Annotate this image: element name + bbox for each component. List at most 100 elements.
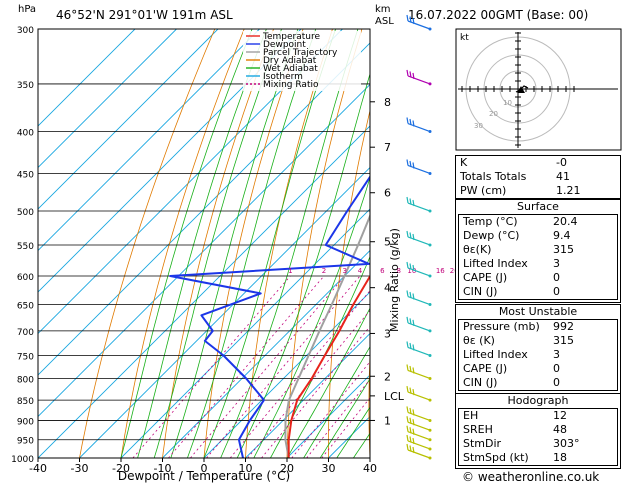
copyright-footer: © weatheronline.co.uk — [462, 470, 600, 484]
isotherm-line — [162, 249, 370, 458]
km-tick-label: 5 — [384, 236, 391, 249]
isotherm-line — [203, 291, 370, 458]
surface-title: Surface — [517, 200, 559, 213]
wind-barb-staff — [407, 440, 431, 450]
legend-label-3: Dry Adiabat — [263, 56, 317, 66]
wind-barb-staff — [407, 346, 431, 357]
surface-row-li: Lifted Index 3 — [463, 257, 560, 270]
dewpoint-line — [169, 175, 370, 458]
wind-barb-dot — [428, 82, 432, 86]
wind-barb-dot — [428, 376, 432, 380]
hodograph: kt 10 20 30 — [455, 28, 622, 151]
hodograph-table-title: Hodograph — [507, 394, 569, 407]
datetime-title: 16.07.2022 00GMT (Base: 00) — [408, 8, 589, 22]
pressure-tick-label-1000: 1000 — [11, 455, 34, 465]
wind-barb-dot — [428, 428, 432, 432]
km-tick-label: 1 — [384, 414, 391, 427]
wind-barb-staff — [407, 20, 431, 30]
pressure-tick-label-700: 700 — [17, 328, 34, 338]
wind-barb-staff — [407, 202, 431, 212]
wind-barb-flag — [406, 364, 409, 371]
wind-barb-flag — [412, 162, 415, 169]
x-tick-label: -20 — [112, 462, 130, 475]
wind-barb-staff — [407, 295, 431, 306]
km-tick-label: 7 — [384, 141, 391, 154]
mixing-ratio-label-3: 3 — [343, 267, 347, 275]
wind-barb-flag — [406, 385, 409, 393]
km-tick-label: 8 — [384, 96, 391, 109]
mixing-ratio-line-10 — [261, 325, 370, 458]
wind-barb-flag — [412, 264, 415, 272]
x-tick-label: 30 — [322, 462, 336, 475]
axes: 3003504004505005506006507007508008509009… — [11, 26, 377, 475]
pressure-tick-label-650: 650 — [17, 302, 34, 312]
wind-barb-flag — [409, 198, 412, 205]
pressure-tick-label-550: 550 — [17, 242, 34, 252]
wind-barb-flag — [409, 71, 412, 78]
wind-barb-flag — [406, 261, 409, 269]
wind-barb-flag — [409, 365, 412, 373]
wind-barb-flag — [406, 416, 409, 423]
wind-barb-flag — [412, 293, 415, 300]
surface-row-thetae: θε(K) 315 — [463, 243, 574, 256]
surface-row-temp: Temp (°C) 20.4 — [463, 215, 578, 228]
wind-barb-dot — [428, 274, 432, 278]
wind-barb-flag — [409, 445, 412, 452]
wind-barb-flag — [409, 318, 412, 325]
wind-barb-flag — [412, 319, 415, 327]
wind-barb-staff — [407, 236, 431, 246]
mixing-ratio-label-4: 4 — [358, 267, 363, 275]
mixing-ratio-label-2: 2 — [322, 267, 326, 275]
wind-barb-staff — [407, 391, 431, 401]
hodo-row-sreh: SREH 48 — [463, 423, 567, 436]
mixing-ratio-label-8: 8 — [397, 267, 401, 275]
km-tick-label: LCL — [384, 390, 405, 403]
isotherm-line — [38, 29, 343, 335]
km-tick-label: 2 — [384, 370, 391, 383]
surface-row-cape: CAPE (J) 0 — [463, 271, 560, 284]
wet-adiabat-line — [303, 345, 370, 458]
dry-adiabat-line — [162, 29, 274, 458]
dry-adiabat-line — [621, 29, 629, 458]
wind-barb-flag — [412, 437, 415, 445]
isotherm-line — [245, 332, 370, 458]
wind-barb-flag — [406, 14, 409, 22]
wind-barb-dot — [428, 418, 432, 422]
wind-barb-dot — [428, 171, 432, 175]
mu-row-li: Lifted Index 3 — [463, 348, 560, 361]
wind-barb-dot — [428, 456, 432, 460]
wind-barb-staff — [407, 431, 431, 441]
dry-adiabat-line — [286, 29, 363, 458]
hodograph-unit-label: kt — [460, 33, 469, 43]
wind-barb-staff — [407, 267, 431, 277]
x-axis-label: Dewpoint / Temperature (°C) — [118, 469, 290, 483]
surface-row-dewp: Dewp (°C) 9.4 — [463, 229, 571, 242]
wind-barb-flag — [409, 387, 412, 394]
km-tick-label: 3 — [384, 327, 391, 340]
legend-label-2: Parcel Trajectory — [263, 48, 338, 58]
x-tick-label: 0 — [201, 462, 208, 475]
mixing-ratio-label-20: 20 — [450, 267, 459, 275]
mixing-ratio-line-16 — [291, 361, 370, 458]
wind-barb-flag — [409, 427, 412, 434]
mixing-ratio-line-8 — [247, 309, 370, 458]
index-row-totals: Totals Totals 41 — [460, 170, 570, 183]
wind-barb-flag — [412, 428, 415, 435]
pressure-tick-label-850: 850 — [17, 397, 34, 407]
mixing-ratio-line-6 — [229, 290, 370, 458]
wind-barb-flag — [409, 342, 412, 350]
wind-barb-flag — [412, 17, 415, 25]
wind-barb-flag — [412, 367, 415, 374]
wind-barb-flag — [406, 117, 409, 124]
pressure-tick-label-400: 400 — [17, 129, 34, 139]
mixing-ratio-labels: 12346810162025 — [288, 267, 473, 275]
wind-barb-dot — [428, 398, 432, 402]
wet-adiabat-line — [170, 29, 299, 458]
wind-barb-flag — [412, 419, 415, 426]
legend-label-6: Mixing Ratio — [263, 80, 319, 90]
wind-barb-dot — [428, 27, 432, 31]
wind-barb-dot — [428, 209, 432, 213]
mixing-ratio-label-1: 1 — [288, 267, 292, 275]
wind-barb-dot — [428, 130, 432, 134]
